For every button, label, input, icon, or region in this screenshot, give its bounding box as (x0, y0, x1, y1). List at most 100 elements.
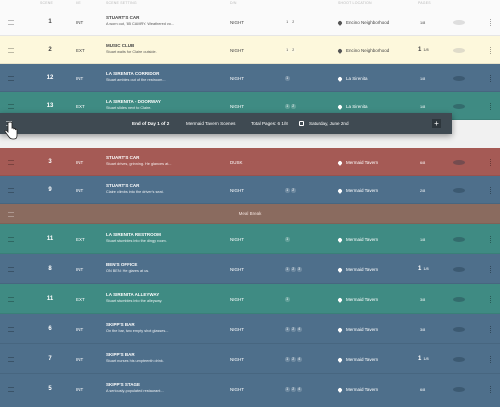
cast-id: 2 (291, 104, 296, 109)
scene-number: 8 (48, 266, 52, 272)
map-pin-icon (337, 159, 343, 166)
cast-id: 1 (285, 357, 290, 362)
scene-pages: 6/8 (418, 160, 425, 166)
scene-title: STUART'S CAR (106, 15, 140, 20)
scene-strip[interactable]: 8 INT BEN'S OFFICE ON BEN: He glares at … (0, 254, 500, 284)
scene-description: A worn out, '85 CAMRY. Weathered vo... (106, 22, 175, 26)
more-options-icon[interactable] (490, 159, 493, 166)
more-options-icon[interactable] (490, 75, 493, 82)
drag-handle-icon[interactable] (8, 104, 14, 109)
cast-id: 1 (285, 188, 290, 193)
scene-pages: 1 1/8 (418, 47, 429, 53)
drag-handle-icon[interactable] (8, 188, 14, 193)
map-pin-icon (337, 296, 343, 303)
more-options-icon[interactable] (490, 356, 493, 363)
end-of-day-banner[interactable]: End of Day 1 of 2 Mermaid Tavern Scenes … (0, 113, 452, 134)
scene-strip[interactable]: 6 INT SKIPP'S BAR On the bar, two empty … (0, 314, 500, 344)
scene-strip[interactable]: 5 INT SKIPP'S STAGE A seriously-populate… (0, 374, 500, 407)
scene-thumbnail-icon[interactable] (453, 327, 465, 332)
scene-strip[interactable]: 12 INT LA SIRENITA CORRIDOR Stuart amble… (0, 64, 500, 92)
calendar-icon (299, 120, 304, 126)
end-of-day-date[interactable]: Saturday, June 2nd (309, 121, 349, 126)
cast-id: 1 (285, 48, 290, 53)
more-options-icon[interactable] (490, 47, 493, 54)
more-options-icon[interactable] (490, 103, 493, 110)
scene-cast: 1 2 (285, 48, 296, 53)
drag-handle-icon[interactable] (8, 212, 14, 217)
more-options-icon[interactable] (490, 296, 493, 303)
scene-thumbnail-icon[interactable] (453, 297, 465, 302)
pages-fraction: 6/8 (420, 388, 426, 392)
scene-strip[interactable]: 9 INT STUART'S CAR Claire climbs into th… (0, 176, 500, 204)
scene-ie: EXT (76, 48, 85, 53)
scene-ie: EXT (76, 237, 85, 242)
scene-thumbnail-icon[interactable] (453, 104, 465, 109)
scene-day-night: NIGHT (230, 267, 244, 272)
scene-ie: INT (76, 267, 84, 272)
scene-day-night: NIGHT (230, 20, 244, 25)
more-options-icon[interactable] (490, 19, 493, 26)
scene-cast: 1 2 4 (285, 357, 302, 362)
scene-number: 12 (46, 75, 54, 81)
scene-pages: 1 1/8 (418, 266, 429, 272)
drag-handle-icon[interactable] (8, 48, 14, 53)
scene-strip[interactable]: 11 EXT LA SIRENITA RESTROOM Stuart stumb… (0, 224, 500, 254)
scene-thumbnail-icon[interactable] (453, 48, 465, 53)
scene-thumbnail-icon[interactable] (453, 20, 465, 25)
scene-description: On the bar, two empty shot glasses... (106, 329, 169, 333)
add-day-button[interactable]: + (432, 119, 441, 128)
scene-thumbnail-icon[interactable] (453, 267, 465, 272)
scene-thumbnail-icon[interactable] (453, 188, 465, 193)
scene-description: Stuart drives, grinning. He glances at..… (106, 162, 172, 166)
scene-day-night: NIGHT (230, 104, 244, 109)
drag-handle-icon[interactable] (8, 76, 14, 81)
more-options-icon[interactable] (490, 386, 493, 393)
drag-handle-icon[interactable] (8, 297, 14, 302)
drag-handle-icon[interactable] (8, 387, 14, 392)
scene-title: MUSIC CLUB (106, 43, 135, 48)
scene-location: Mermaid Tavern (337, 386, 378, 393)
scene-ie: EXT (76, 104, 85, 109)
more-options-icon[interactable] (490, 187, 493, 194)
cast-id: 4 (297, 387, 302, 392)
pages-fraction: 1/8 (423, 267, 429, 271)
scene-pages: 2/8 (418, 188, 425, 194)
map-pin-icon (337, 386, 343, 393)
scene-location: Encino Neighborhood (337, 47, 389, 54)
scene-title: STUART'S CAR (106, 183, 140, 188)
scene-location: Mermaid Tavern (337, 236, 378, 243)
scene-thumbnail-icon[interactable] (453, 160, 465, 165)
drag-handle-icon[interactable] (8, 327, 14, 332)
scene-strip[interactable]: 3 INT STUART'S CAR Stuart drives, grinni… (0, 148, 500, 176)
scene-strip[interactable]: 2 EXT MUSIC CLUB Stuart waits for Claire… (0, 36, 500, 64)
scene-strip[interactable]: 1 INT STUART'S CAR A worn out, '85 CAMRY… (0, 8, 500, 36)
scene-thumbnail-icon[interactable] (453, 76, 465, 81)
scene-description: Stuart stumbles into the alleyway. (106, 299, 163, 303)
map-pin-icon (337, 75, 343, 82)
scene-strip[interactable]: 7 INT SKIPP'S BAR Stuart nurses his umpt… (0, 344, 500, 374)
more-options-icon[interactable] (490, 266, 493, 273)
pages-whole: 1 (418, 47, 422, 53)
drag-handle-icon[interactable] (8, 160, 14, 165)
drag-handle-icon[interactable] (8, 357, 14, 362)
meal-break-strip[interactable]: Meal Break (0, 204, 500, 224)
location-label: Mermaid Tavern (346, 297, 379, 302)
scene-ie: INT (76, 188, 84, 193)
drag-handle-icon[interactable] (8, 20, 14, 25)
drag-handle-icon[interactable] (8, 267, 14, 272)
scene-title: SKIPP'S BAR (106, 322, 135, 327)
scene-thumbnail-icon[interactable] (453, 387, 465, 392)
scene-cast: 1 (285, 76, 290, 81)
drag-handle-icon[interactable] (8, 237, 14, 242)
pages-whole: 1 (418, 356, 422, 362)
pages-fraction: 1/8 (420, 238, 426, 242)
scene-cast: 1 2 (285, 104, 296, 109)
more-options-icon[interactable] (490, 236, 493, 243)
scene-strip[interactable]: 11 EXT LA SIRENITA ALLEYWAY Stuart stumb… (0, 284, 500, 314)
scene-thumbnail-icon[interactable] (453, 357, 465, 362)
header-location: SHOOT LOCATION (338, 1, 372, 5)
scene-thumbnail-icon[interactable] (453, 237, 465, 242)
scene-pages: 3/8 (418, 327, 425, 333)
cast-id: 1 (285, 297, 290, 302)
more-options-icon[interactable] (490, 326, 493, 333)
